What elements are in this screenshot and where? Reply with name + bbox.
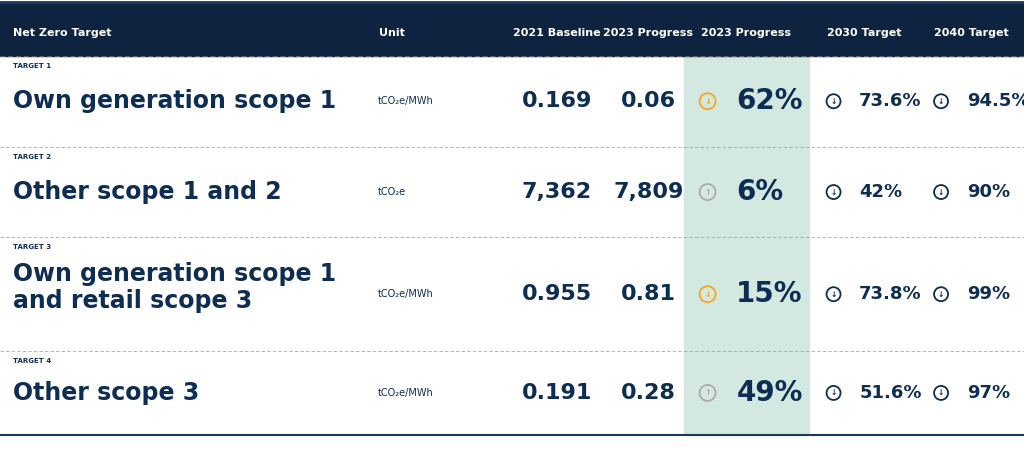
Text: 0.28: 0.28 [621, 383, 676, 403]
Text: 62%: 62% [736, 87, 803, 115]
Text: 15%: 15% [736, 280, 803, 308]
Text: TARGET 1: TARGET 1 [13, 63, 51, 69]
Text: Other scope 3: Other scope 3 [13, 381, 200, 405]
Text: 6%: 6% [736, 178, 783, 206]
Text: 2040 Target: 2040 Target [935, 28, 1009, 38]
Text: ↓: ↓ [705, 97, 711, 106]
Text: ↓: ↓ [830, 389, 837, 397]
Text: 42%: 42% [859, 183, 902, 201]
Text: 94.5%: 94.5% [967, 92, 1024, 110]
Text: TARGET 4: TARGET 4 [13, 358, 51, 364]
Text: ↓: ↓ [830, 290, 837, 299]
Text: 90%: 90% [967, 183, 1010, 201]
Text: Unit: Unit [379, 28, 404, 38]
Text: 2023 Progress: 2023 Progress [701, 28, 792, 38]
Text: tCO₂e: tCO₂e [378, 187, 406, 197]
Text: 2023 Progress: 2023 Progress [603, 28, 693, 38]
Text: ↓: ↓ [830, 188, 837, 197]
Text: ↓: ↓ [938, 97, 944, 106]
Text: 49%: 49% [736, 379, 803, 407]
Text: 99%: 99% [967, 285, 1010, 303]
Text: 2030 Target: 2030 Target [827, 28, 901, 38]
Text: 73.6%: 73.6% [859, 92, 922, 110]
Text: 0.169: 0.169 [522, 91, 592, 111]
Text: 73.8%: 73.8% [859, 285, 922, 303]
Text: 0.81: 0.81 [621, 284, 676, 304]
Text: 7,809: 7,809 [613, 182, 683, 202]
Text: 2021 Baseline: 2021 Baseline [513, 28, 601, 38]
Text: TARGET 3: TARGET 3 [13, 244, 51, 251]
Text: 0.191: 0.191 [522, 383, 592, 403]
Text: tCO₂e/MWh: tCO₂e/MWh [378, 388, 433, 398]
Text: ↑: ↑ [705, 188, 711, 197]
Text: 7,362: 7,362 [522, 182, 592, 202]
Text: Net Zero Target: Net Zero Target [13, 28, 112, 38]
Text: ↓: ↓ [938, 188, 944, 197]
Text: TARGET 2: TARGET 2 [13, 153, 51, 160]
Text: 0.06: 0.06 [621, 91, 676, 111]
Bar [0, 2, 1024, 56]
Text: 0.955: 0.955 [522, 284, 592, 304]
Text: tCO₂e/MWh: tCO₂e/MWh [378, 289, 433, 299]
Text: ↓: ↓ [938, 389, 944, 397]
Text: 51.6%: 51.6% [859, 384, 922, 402]
Text: Own generation scope 1: Own generation scope 1 [13, 262, 337, 286]
Text: tCO₂e/MWh: tCO₂e/MWh [378, 96, 433, 106]
Text: ↑: ↑ [705, 389, 711, 397]
Text: Other scope 1 and 2: Other scope 1 and 2 [13, 180, 282, 204]
Text: ↓: ↓ [830, 97, 837, 106]
Text: ↓: ↓ [938, 290, 944, 299]
Text: ↓: ↓ [705, 290, 711, 299]
Text: and retail scope 3: and retail scope 3 [13, 289, 253, 313]
Bar [684, 2, 809, 435]
Text: Own generation scope 1: Own generation scope 1 [13, 89, 337, 113]
Text: 97%: 97% [967, 384, 1010, 402]
